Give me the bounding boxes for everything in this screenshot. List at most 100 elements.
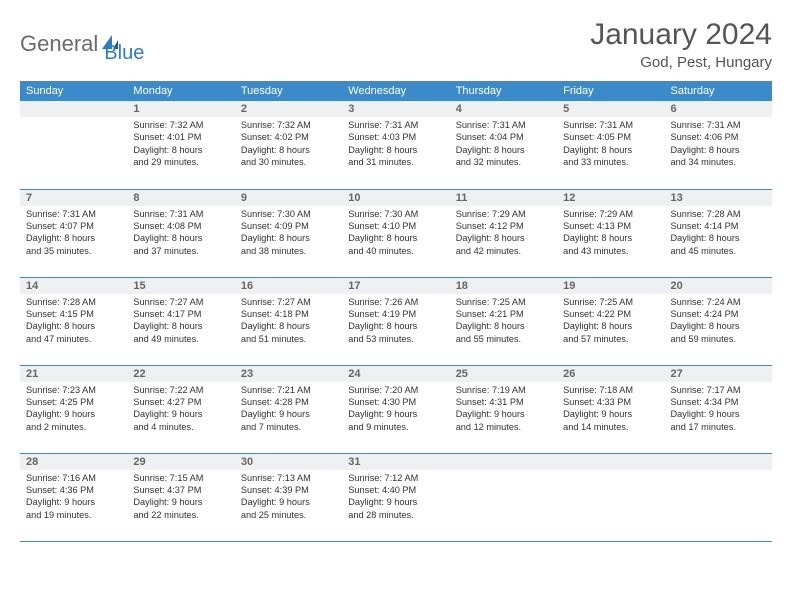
calendar-cell [665, 453, 772, 541]
day-line: and 29 minutes. [133, 156, 228, 168]
day-line: Daylight: 8 hours [456, 232, 551, 244]
day-content: Sunrise: 7:13 AMSunset: 4:39 PMDaylight:… [235, 470, 342, 526]
day-line: Daylight: 8 hours [133, 320, 228, 332]
day-line: Sunrise: 7:30 AM [241, 208, 336, 220]
day-line: Sunset: 4:07 PM [26, 220, 121, 232]
calendar-cell: 26Sunrise: 7:18 AMSunset: 4:33 PMDayligh… [557, 365, 664, 453]
day-line: Sunset: 4:12 PM [456, 220, 551, 232]
day-line: and 4 minutes. [133, 421, 228, 433]
day-number: 28 [20, 454, 127, 470]
day-line: Sunrise: 7:27 AM [241, 296, 336, 308]
day-line: Daylight: 9 hours [133, 496, 228, 508]
day-number: 18 [450, 278, 557, 294]
day-line: Daylight: 9 hours [563, 408, 658, 420]
logo-text-2: Blue [104, 42, 144, 65]
day-content: Sunrise: 7:25 AMSunset: 4:22 PMDaylight:… [557, 294, 664, 350]
day-line: and 14 minutes. [563, 421, 658, 433]
day-line: and 22 minutes. [133, 509, 228, 521]
day-line: and 30 minutes. [241, 156, 336, 168]
day-line: Sunrise: 7:17 AM [671, 384, 766, 396]
calendar-cell: 5Sunrise: 7:31 AMSunset: 4:05 PMDaylight… [557, 101, 664, 189]
day-line: Sunrise: 7:31 AM [563, 119, 658, 131]
day-line: Daylight: 8 hours [348, 144, 443, 156]
day-line: Sunrise: 7:12 AM [348, 472, 443, 484]
day-line: Sunrise: 7:19 AM [456, 384, 551, 396]
calendar-cell: 6Sunrise: 7:31 AMSunset: 4:06 PMDaylight… [665, 101, 772, 189]
day-number: 25 [450, 366, 557, 382]
day-line: and 49 minutes. [133, 333, 228, 345]
day-line: Daylight: 9 hours [348, 408, 443, 420]
calendar-cell: 17Sunrise: 7:26 AMSunset: 4:19 PMDayligh… [342, 277, 449, 365]
calendar-week-row: 28Sunrise: 7:16 AMSunset: 4:36 PMDayligh… [20, 453, 772, 541]
calendar-cell: 31Sunrise: 7:12 AMSunset: 4:40 PMDayligh… [342, 453, 449, 541]
day-line: Sunset: 4:24 PM [671, 308, 766, 320]
day-content: Sunrise: 7:29 AMSunset: 4:13 PMDaylight:… [557, 206, 664, 262]
day-line: Sunset: 4:30 PM [348, 396, 443, 408]
day-line: and 57 minutes. [563, 333, 658, 345]
calendar-cell: 18Sunrise: 7:25 AMSunset: 4:21 PMDayligh… [450, 277, 557, 365]
day-line: Daylight: 8 hours [348, 320, 443, 332]
day-line: Daylight: 9 hours [456, 408, 551, 420]
weekday-header: Saturday [665, 81, 772, 101]
day-number: 20 [665, 278, 772, 294]
day-line: Sunset: 4:27 PM [133, 396, 228, 408]
weekday-header: Wednesday [342, 81, 449, 101]
calendar-cell: 23Sunrise: 7:21 AMSunset: 4:28 PMDayligh… [235, 365, 342, 453]
calendar-week-row: 14Sunrise: 7:28 AMSunset: 4:15 PMDayligh… [20, 277, 772, 365]
weekday-header: Friday [557, 81, 664, 101]
day-line: Sunrise: 7:22 AM [133, 384, 228, 396]
day-number: 8 [127, 190, 234, 206]
day-line: Sunrise: 7:25 AM [563, 296, 658, 308]
weekday-header-row: Sunday Monday Tuesday Wednesday Thursday… [20, 81, 772, 101]
day-line: Daylight: 8 hours [241, 144, 336, 156]
day-content: Sunrise: 7:25 AMSunset: 4:21 PMDaylight:… [450, 294, 557, 350]
day-line: Daylight: 8 hours [671, 232, 766, 244]
day-number: 13 [665, 190, 772, 206]
day-line: Sunset: 4:05 PM [563, 131, 658, 143]
day-line: Sunrise: 7:23 AM [26, 384, 121, 396]
day-content: Sunrise: 7:17 AMSunset: 4:34 PMDaylight:… [665, 382, 772, 438]
day-number-empty [557, 454, 664, 470]
day-number: 11 [450, 190, 557, 206]
calendar-table: Sunday Monday Tuesday Wednesday Thursday… [20, 81, 772, 542]
calendar-cell: 25Sunrise: 7:19 AMSunset: 4:31 PMDayligh… [450, 365, 557, 453]
day-content: Sunrise: 7:22 AMSunset: 4:27 PMDaylight:… [127, 382, 234, 438]
day-line: Sunrise: 7:15 AM [133, 472, 228, 484]
day-line: Sunset: 4:19 PM [348, 308, 443, 320]
day-number: 23 [235, 366, 342, 382]
day-content: Sunrise: 7:27 AMSunset: 4:18 PMDaylight:… [235, 294, 342, 350]
calendar-cell: 8Sunrise: 7:31 AMSunset: 4:08 PMDaylight… [127, 189, 234, 277]
calendar-cell: 15Sunrise: 7:27 AMSunset: 4:17 PMDayligh… [127, 277, 234, 365]
calendar-cell [450, 453, 557, 541]
day-line: Daylight: 8 hours [241, 320, 336, 332]
day-line: and 55 minutes. [456, 333, 551, 345]
day-content: Sunrise: 7:29 AMSunset: 4:12 PMDaylight:… [450, 206, 557, 262]
day-content: Sunrise: 7:16 AMSunset: 4:36 PMDaylight:… [20, 470, 127, 526]
day-number: 24 [342, 366, 449, 382]
day-line: Sunset: 4:13 PM [563, 220, 658, 232]
day-content: Sunrise: 7:31 AMSunset: 4:07 PMDaylight:… [20, 206, 127, 262]
calendar-cell: 1Sunrise: 7:32 AMSunset: 4:01 PMDaylight… [127, 101, 234, 189]
day-number: 12 [557, 190, 664, 206]
day-line: Daylight: 8 hours [456, 144, 551, 156]
day-content: Sunrise: 7:27 AMSunset: 4:17 PMDaylight:… [127, 294, 234, 350]
day-line: Sunrise: 7:31 AM [348, 119, 443, 131]
day-line: Daylight: 9 hours [26, 496, 121, 508]
weekday-header: Tuesday [235, 81, 342, 101]
day-line: Sunset: 4:15 PM [26, 308, 121, 320]
day-line: Sunset: 4:17 PM [133, 308, 228, 320]
day-line: and 19 minutes. [26, 509, 121, 521]
calendar-cell: 13Sunrise: 7:28 AMSunset: 4:14 PMDayligh… [665, 189, 772, 277]
day-line: Sunrise: 7:16 AM [26, 472, 121, 484]
calendar-cell: 2Sunrise: 7:32 AMSunset: 4:02 PMDaylight… [235, 101, 342, 189]
day-number: 6 [665, 101, 772, 117]
calendar-cell: 24Sunrise: 7:20 AMSunset: 4:30 PMDayligh… [342, 365, 449, 453]
calendar-cell: 19Sunrise: 7:25 AMSunset: 4:22 PMDayligh… [557, 277, 664, 365]
logo: General Blue [20, 22, 144, 65]
day-content: Sunrise: 7:30 AMSunset: 4:09 PMDaylight:… [235, 206, 342, 262]
day-number: 4 [450, 101, 557, 117]
day-line: Sunset: 4:18 PM [241, 308, 336, 320]
day-line: and 51 minutes. [241, 333, 336, 345]
day-line: Sunset: 4:28 PM [241, 396, 336, 408]
calendar-cell: 30Sunrise: 7:13 AMSunset: 4:39 PMDayligh… [235, 453, 342, 541]
